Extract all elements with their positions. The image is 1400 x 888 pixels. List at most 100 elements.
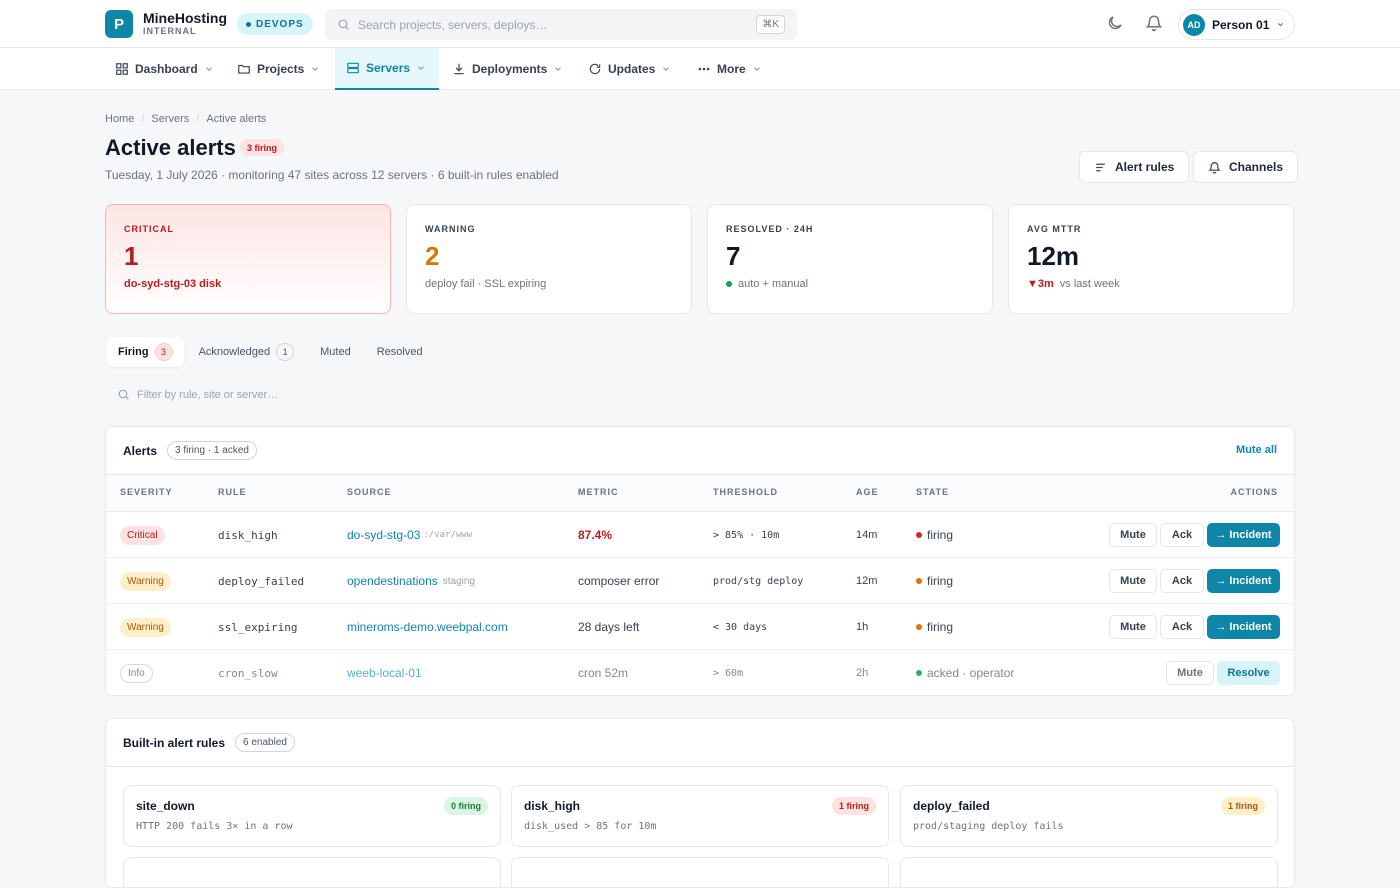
grid-icon: [116, 63, 128, 75]
search-input[interactable]: Search projects, servers, deploys… ⌘K: [325, 9, 797, 40]
state-dot-icon: [916, 532, 922, 538]
nav-updates[interactable]: Updates: [577, 48, 682, 90]
table-row[interactable]: Warning ssl_expiring mineroms-demo.weebp…: [106, 604, 1294, 650]
ack-button[interactable]: Ack: [1160, 615, 1204, 639]
mute-all-link[interactable]: Mute all: [1236, 444, 1277, 456]
mute-button[interactable]: Mute: [1109, 569, 1157, 593]
stat-resolved[interactable]: RESOLVED · 24H 7 auto + manual: [707, 204, 993, 314]
severity-cell: Info: [120, 650, 153, 695]
breadcrumb-sep: /: [141, 113, 145, 125]
search-icon: [118, 389, 129, 400]
source-link[interactable]: do-syd-stg-03: [347, 528, 421, 542]
stat-warning[interactable]: WARNING 2 deploy fail · SSL expiring: [406, 204, 692, 314]
stat-value: 1: [124, 241, 139, 271]
status-dot-icon: [726, 281, 732, 287]
stat-label: AVG MTTR: [1027, 224, 1082, 234]
moon-icon[interactable]: [1106, 14, 1126, 34]
stat-critical[interactable]: CRITICAL 1 do-syd-stg-03 disk: [105, 204, 391, 314]
source-env: staging: [442, 575, 475, 587]
tab-resolved[interactable]: Resolved: [366, 337, 434, 367]
table-row[interactable]: Critical disk_high do-syd-stg-03:/var/ww…: [106, 512, 1294, 558]
age-cell: 1h: [856, 621, 869, 633]
breadcrumb-home[interactable]: Home: [105, 113, 135, 125]
logo[interactable]: P: [105, 10, 133, 38]
alerts-header: Alerts 3 firing · 1 acked Mute all: [106, 427, 1294, 475]
brand-name: MineHosting: [143, 10, 227, 26]
tab-firing[interactable]: Firing 3: [107, 337, 184, 367]
stat-label: WARNING: [425, 224, 476, 234]
rule-name: site_down: [136, 799, 195, 813]
dots-icon: [698, 67, 710, 71]
alerts-title: Alerts: [123, 443, 158, 458]
incident-button[interactable]: → Incident: [1207, 569, 1280, 593]
nav-dashboard[interactable]: Dashboard: [104, 48, 225, 90]
brand: MineHosting INTERNAL: [143, 11, 227, 37]
chevron-down-icon: [753, 67, 760, 72]
resolve-button[interactable]: Resolve: [1217, 661, 1280, 685]
user-menu[interactable]: AD Person 01: [1178, 9, 1295, 40]
filter-input[interactable]: Filter by rule, site or server…: [117, 388, 278, 401]
alerts-panel: Alerts 3 firing · 1 acked Mute all SEVER…: [105, 426, 1295, 696]
bell-icon[interactable]: [1145, 14, 1165, 34]
breadcrumb-servers[interactable]: Servers: [151, 113, 190, 125]
refresh-icon: [589, 63, 601, 75]
stat-foot: auto + manual: [726, 278, 974, 290]
source-link[interactable]: mineroms-demo.weebpal.com: [347, 620, 508, 634]
stat-foot-text: auto + manual: [738, 278, 809, 290]
top-bar: P MineHosting INTERNAL DEVOPS Search pro…: [0, 0, 1400, 48]
rule-card[interactable]: [123, 857, 501, 887]
ack-button[interactable]: Ack: [1160, 569, 1204, 593]
nav-deployments[interactable]: Deployments: [441, 48, 574, 90]
rule-card[interactable]: [900, 857, 1278, 887]
tab-label: Firing: [118, 346, 149, 358]
stat-foot: do-syd-stg-03 disk: [124, 278, 222, 290]
stat-mttr[interactable]: AVG MTTR 12m ▼3m vs last week: [1008, 204, 1294, 314]
tab-label: Muted: [320, 346, 351, 358]
rule-cell: disk_high: [218, 528, 278, 542]
stat-label: CRITICAL: [124, 224, 174, 234]
mute-button[interactable]: Mute: [1109, 523, 1157, 547]
nav-servers[interactable]: Servers: [335, 48, 439, 90]
nav-more[interactable]: More: [686, 48, 773, 90]
channels-button[interactable]: Channels: [1193, 151, 1299, 183]
table-row[interactable]: Info cron_slow weeb-local-01 cron 52m > …: [106, 650, 1294, 695]
rule-card-site-down[interactable]: site_down HTTP 200 fails 3× in a row 0 f…: [123, 785, 501, 847]
firing-badge: 3 firing: [240, 139, 285, 156]
threshold-cell: > 60m: [713, 667, 744, 679]
tab-muted[interactable]: Muted: [309, 337, 362, 367]
ack-button[interactable]: Ack: [1160, 523, 1204, 547]
chevron-down-icon: [555, 67, 562, 72]
severity-badge: Critical: [120, 525, 165, 545]
alert-rules-button[interactable]: Alert rules: [1079, 151, 1190, 183]
metric-cell: composer error: [578, 574, 660, 588]
tab-acknowledged[interactable]: Acknowledged 1: [188, 337, 306, 367]
rule-name: disk_high: [524, 799, 581, 813]
state-dot-icon: [916, 670, 922, 676]
chevron-down-icon: [418, 66, 424, 71]
chevron-down-icon: [663, 67, 670, 72]
brand-sub: INTERNAL: [143, 26, 197, 36]
nav-label: Dashboard: [135, 62, 198, 76]
mute-button[interactable]: Mute: [1166, 661, 1214, 685]
nav-projects[interactable]: Projects: [226, 48, 331, 90]
env-badge-label: DEVOPS: [256, 18, 304, 30]
incident-button[interactable]: → Incident: [1207, 523, 1280, 547]
threshold-cell: prod/stg deploy: [713, 575, 804, 587]
rule-desc: disk_used > 85 for 10m: [524, 821, 657, 832]
source-link[interactable]: weeb-local-01: [347, 666, 422, 680]
source-link[interactable]: opendestinations: [347, 574, 438, 588]
table-row[interactable]: Warning deploy_failed opendestinations st…: [106, 558, 1294, 604]
severity-badge: Warning: [120, 617, 171, 637]
server-icon: [347, 62, 359, 74]
chevron-down-icon: [205, 67, 212, 72]
avatar: AD: [1183, 13, 1205, 36]
rule-card-disk-high[interactable]: disk_high disk_used > 85 for 10m 1 firin…: [511, 785, 889, 847]
mute-button[interactable]: Mute: [1109, 615, 1157, 639]
rule-desc: HTTP 200 fails 3× in a row: [136, 821, 293, 832]
incident-button[interactable]: → Incident: [1207, 615, 1280, 639]
rule-card-deploy-failed[interactable]: deploy_failed prod/staging deploy fails …: [900, 785, 1278, 847]
state-cell: acked · operator: [916, 650, 1014, 695]
col-age: AGE: [856, 487, 879, 497]
stat-value: 12m: [1027, 241, 1080, 271]
rule-card[interactable]: [511, 857, 889, 887]
